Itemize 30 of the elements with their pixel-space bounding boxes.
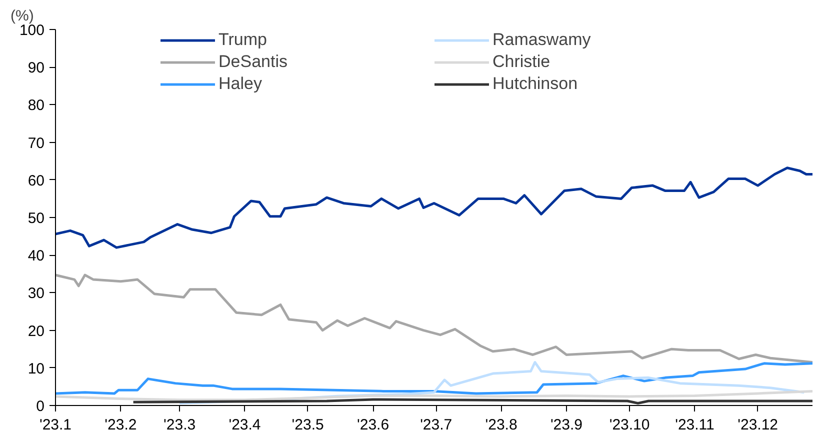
y-tick-label: 100: [19, 22, 45, 39]
y-tick-label: 30: [28, 285, 45, 302]
y-tick-label: 40: [28, 248, 45, 265]
x-tick-label: '23.11: [675, 416, 714, 434]
legend-label: DeSantis: [218, 51, 288, 73]
x-tick-label: '23.3: [164, 416, 196, 434]
y-tick-label: 90: [28, 60, 45, 77]
y-tick-label: 20: [28, 322, 45, 340]
y-tick-label: 70: [28, 134, 45, 152]
x-tick-label: '23.10: [609, 416, 650, 434]
x-tick-label: '23.5: [292, 416, 324, 434]
y-tick-label: 60: [28, 172, 45, 190]
legend-label: Haley: [218, 73, 263, 95]
x-tick-label: '23.6: [356, 416, 390, 434]
y-tick-label: 10: [28, 360, 45, 378]
x-tick-label: '23.1: [39, 416, 72, 434]
y-tick-label: 0: [36, 398, 44, 415]
x-tick-label: '23.2: [104, 416, 137, 434]
y-tick-label: 80: [28, 97, 45, 114]
x-tick-label: '23.9: [550, 416, 583, 434]
y-axis-title: (%): [10, 8, 34, 24]
x-tick-label: '23.12: [738, 416, 778, 434]
y-tick-label: 50: [28, 210, 45, 227]
x-tick-label: '23.8: [485, 416, 518, 434]
legend-label: Christie: [492, 51, 552, 73]
x-tick-label: '23.4: [228, 416, 261, 434]
legend-label: Ramaswamy: [492, 29, 592, 51]
x-tick-label: '23.7: [420, 416, 452, 434]
legend-label: Hutchinson: [492, 73, 579, 95]
legend-label: Trump: [218, 29, 268, 51]
